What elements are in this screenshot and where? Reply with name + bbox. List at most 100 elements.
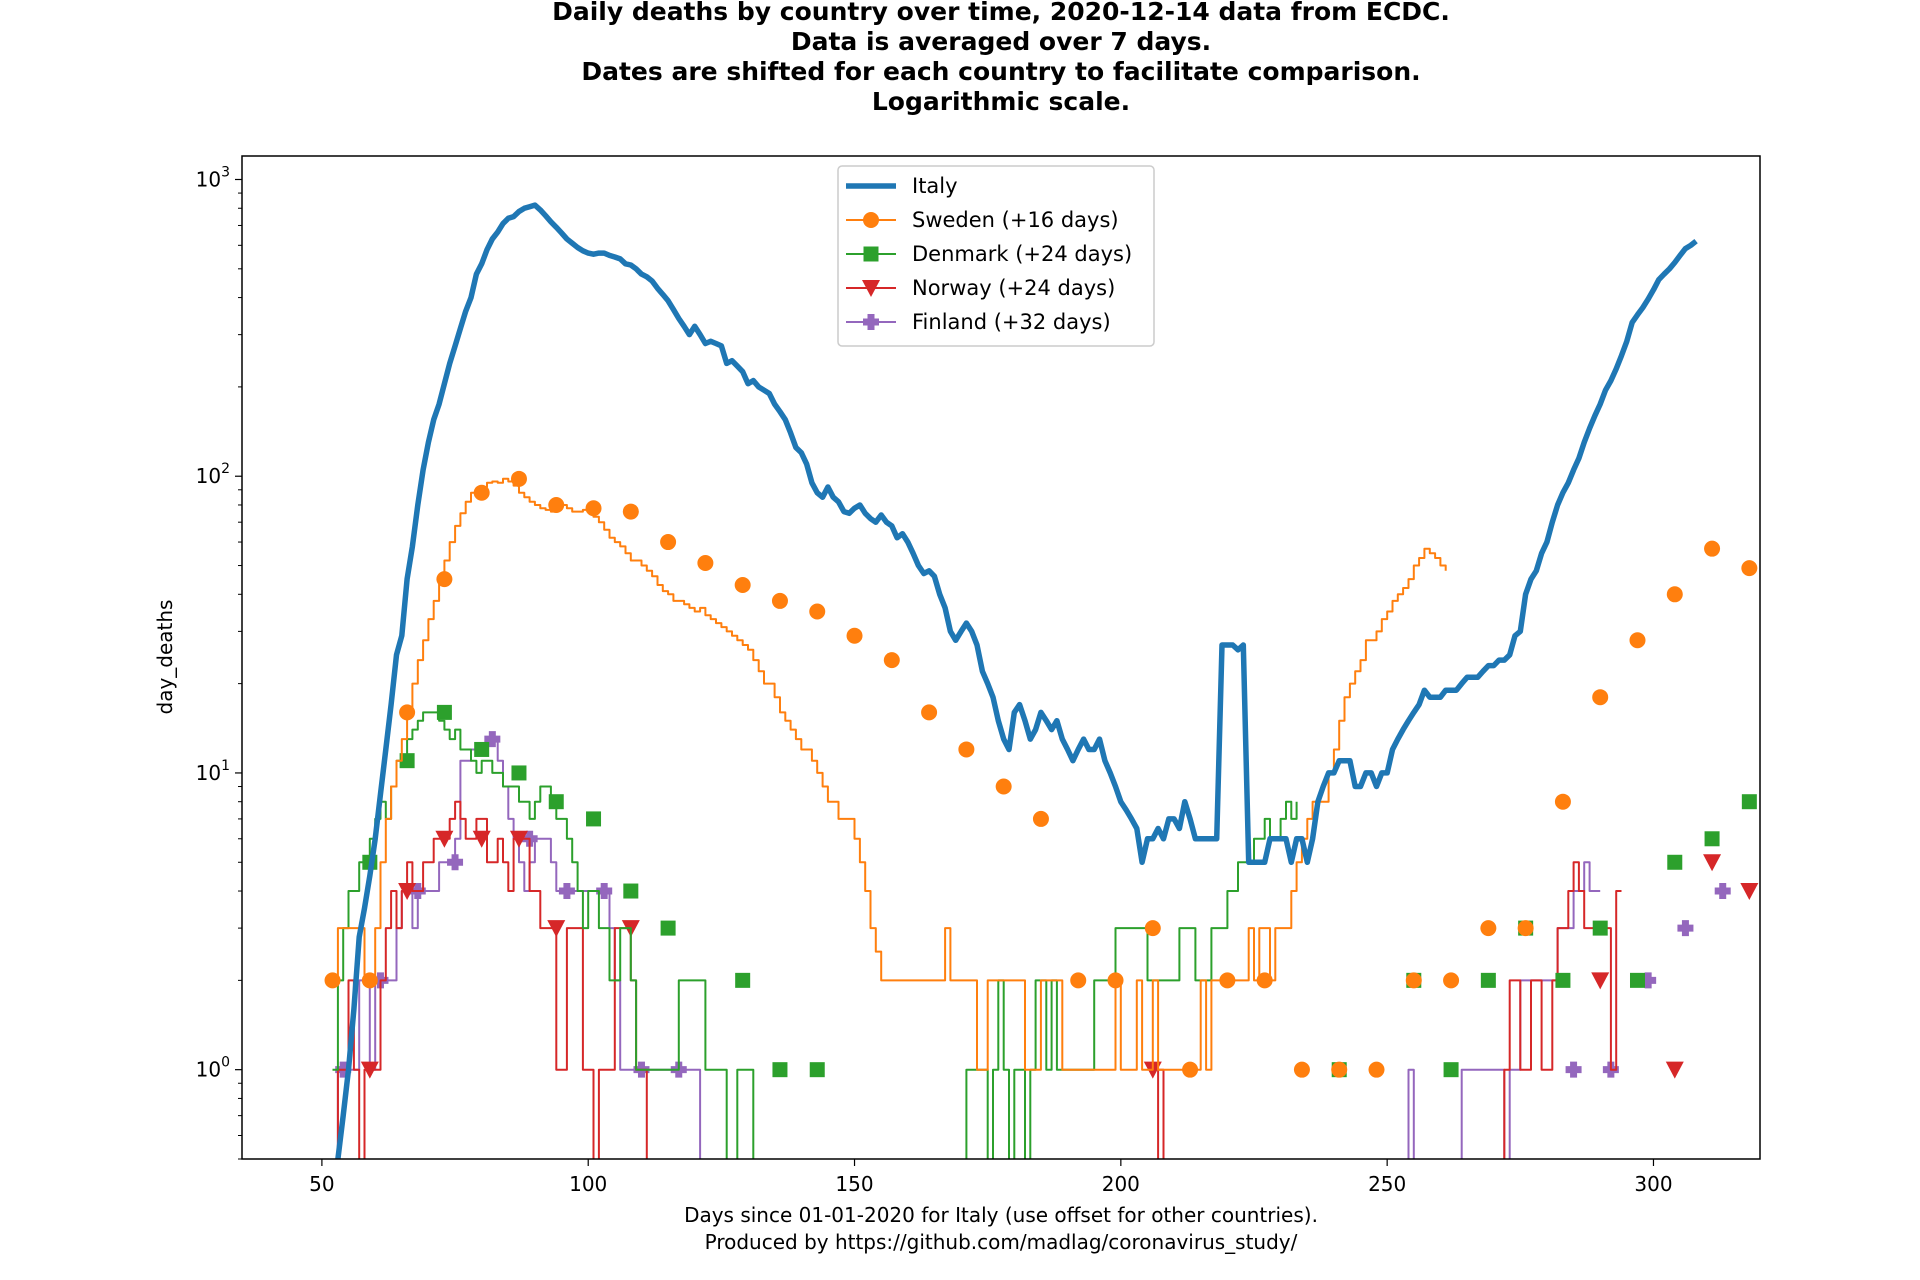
y-tick-exponent: 2 <box>221 461 230 477</box>
data-point-norway-24-days <box>509 830 528 848</box>
data-point-finland-32-days <box>484 731 501 748</box>
data-point-denmark-24-days <box>1704 831 1720 847</box>
data-point-sweden-16-days <box>622 503 639 520</box>
data-point-sweden-16-days <box>399 704 416 721</box>
data-point-sweden-16-days <box>548 496 565 513</box>
data-point-denmark-24-days <box>1667 854 1683 870</box>
legend-label: Denmark (+24 days) <box>912 242 1132 266</box>
series-line-denmark-24-days <box>332 711 1298 1159</box>
y-tick-exponent: 0 <box>221 1055 230 1071</box>
data-point-sweden-16-days <box>771 592 788 609</box>
data-point-sweden-16-days <box>436 571 453 588</box>
data-point-denmark-24-days <box>772 1062 788 1078</box>
data-point-sweden-16-days <box>510 470 527 487</box>
data-point-sweden-16-days <box>697 554 714 571</box>
data-point-sweden-16-days <box>1219 972 1236 989</box>
legend-marker <box>863 246 879 262</box>
data-point-norway-24-days <box>1703 854 1722 872</box>
x-tick-label: 50 <box>309 1172 334 1196</box>
legend-label: Sweden (+16 days) <box>912 208 1119 232</box>
data-point-norway-24-days <box>1665 1061 1684 1079</box>
data-point-norway-24-days <box>360 1061 379 1079</box>
data-point-sweden-16-days <box>1107 972 1124 989</box>
data-point-sweden-16-days <box>1704 540 1721 557</box>
data-point-denmark-24-days <box>1741 794 1757 810</box>
legend-entry-denmark-24-days: Denmark (+24 days) <box>846 242 1132 266</box>
y-tick-label: 102 <box>196 461 230 488</box>
series-sweden-16-days <box>324 470 1758 1078</box>
y-tick-label: 100 <box>196 1055 230 1082</box>
x-axis-label-line-1: Days since 01-01-2020 for Italy (use off… <box>684 1203 1318 1227</box>
data-point-sweden-16-days <box>958 741 975 758</box>
data-point-denmark-24-days <box>1592 920 1608 936</box>
data-point-norway-24-days <box>1740 883 1759 901</box>
data-point-sweden-16-days <box>1666 586 1683 603</box>
title-line-3: Dates are shifted for each country to fa… <box>581 57 1420 86</box>
data-point-denmark-24-days <box>586 811 602 827</box>
data-point-norway-24-days <box>547 920 566 938</box>
data-point-finland-32-days <box>1640 972 1657 989</box>
data-point-finland-32-days <box>447 854 464 871</box>
data-point-finland-32-days <box>1677 920 1694 937</box>
data-point-denmark-24-days <box>623 883 639 899</box>
data-point-denmark-24-days <box>1480 972 1496 988</box>
data-point-norway-24-days <box>398 883 417 901</box>
x-axis-ticks: 50 100 150 200 250 300 <box>309 1159 1673 1196</box>
data-point-sweden-16-days <box>1070 972 1087 989</box>
y-tick-label: 101 <box>196 758 230 785</box>
data-point-sweden-16-days <box>1331 1061 1348 1078</box>
data-point-sweden-16-days <box>1517 920 1534 937</box>
data-point-sweden-16-days <box>1144 920 1161 937</box>
legend-label: Finland (+32 days) <box>912 310 1111 334</box>
data-point-sweden-16-days <box>324 972 341 989</box>
data-point-norway-24-days <box>472 830 491 848</box>
data-point-norway-24-days <box>435 830 454 848</box>
x-tick-label: 100 <box>569 1172 607 1196</box>
data-point-sweden-16-days <box>1741 560 1758 577</box>
legend-box <box>837 165 1155 347</box>
data-point-sweden-16-days <box>660 534 677 551</box>
data-point-sweden-16-days <box>1480 920 1497 937</box>
data-point-sweden-16-days <box>585 500 602 517</box>
y-tick-exponent: 3 <box>221 164 230 180</box>
data-point-sweden-16-days <box>1032 810 1049 827</box>
data-point-denmark-24-days <box>548 794 564 810</box>
data-point-denmark-24-days <box>1443 1062 1459 1078</box>
data-point-denmark-24-days <box>660 920 676 936</box>
legend-marker <box>863 212 879 228</box>
legend-marker <box>863 314 879 330</box>
data-point-sweden-16-days <box>995 778 1012 795</box>
data-point-sweden-16-days <box>734 576 751 593</box>
x-tick-label: 150 <box>835 1172 873 1196</box>
x-axis-label-line-2: Produced by https://github.com/madlag/co… <box>705 1230 1298 1254</box>
data-point-finland-32-days <box>1714 883 1731 900</box>
series-layer <box>324 202 1759 1159</box>
title-line-2: Data is averaged over 7 days. <box>791 27 1211 56</box>
legend-marker <box>862 280 880 297</box>
legend-entry-finland-32-days: Finland (+32 days) <box>846 310 1111 334</box>
legend-label: Norway (+24 days) <box>912 276 1115 300</box>
data-point-finland-32-days <box>558 883 575 900</box>
data-point-sweden-16-days <box>1554 793 1571 810</box>
series-line-italy <box>335 202 1698 1159</box>
data-point-denmark-24-days <box>436 704 452 720</box>
legend-label: Italy <box>912 174 958 198</box>
data-point-sweden-16-days <box>883 652 900 669</box>
data-point-sweden-16-days <box>473 484 490 501</box>
y-axis-label: day_deaths <box>153 600 177 715</box>
legend-entry-norway-24-days: Norway (+24 days) <box>846 276 1115 300</box>
data-point-denmark-24-days <box>809 1062 825 1078</box>
y-tick-exponent: 1 <box>221 758 230 774</box>
y-tick-base: 10 <box>196 167 221 191</box>
x-tick-label: 300 <box>1634 1172 1672 1196</box>
data-point-finland-32-days <box>1565 1061 1582 1078</box>
data-point-sweden-16-days <box>1293 1061 1310 1078</box>
data-point-denmark-24-days <box>474 741 490 757</box>
title-line-4: Logarithmic scale. <box>872 87 1130 116</box>
data-point-denmark-24-days <box>1555 972 1571 988</box>
data-point-denmark-24-days <box>1629 972 1645 988</box>
x-tick-label: 250 <box>1368 1172 1406 1196</box>
data-point-sweden-16-days <box>921 704 938 721</box>
